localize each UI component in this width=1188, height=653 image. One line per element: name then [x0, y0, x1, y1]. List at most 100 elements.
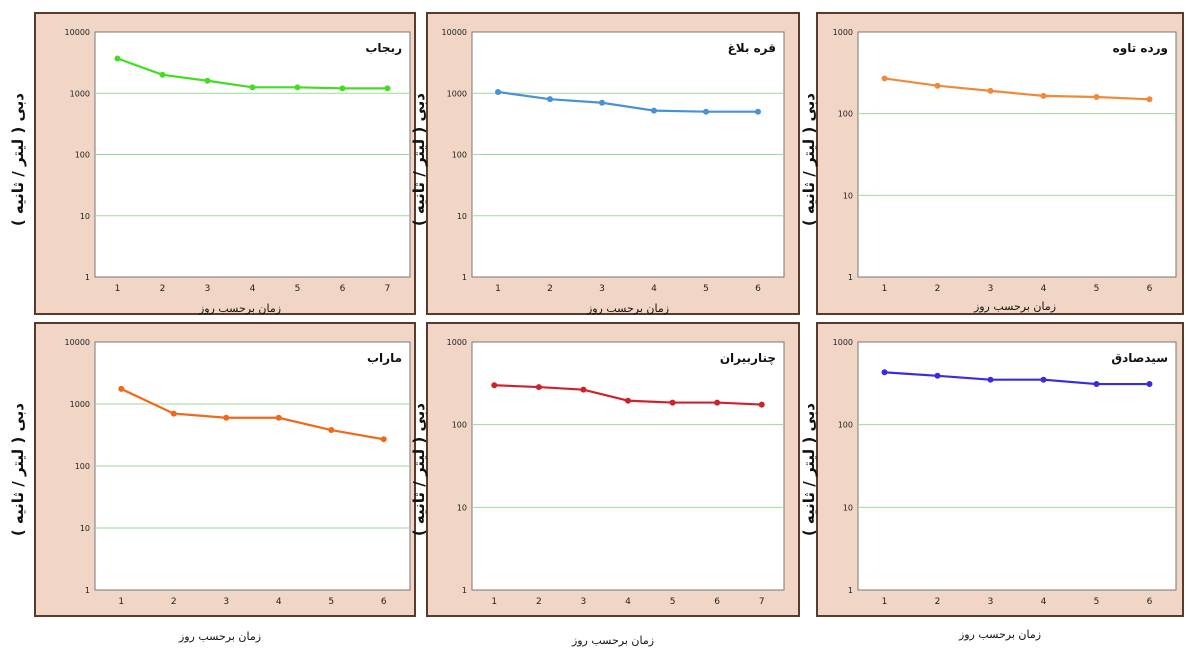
x-tick-label: 2 — [547, 284, 553, 294]
data-point — [987, 376, 994, 383]
x-tick-label: 2 — [935, 597, 941, 607]
chart-3: 1 10 100 1000 1 2 3 4 5 6 ورده تاوه زمان برحسب روز — [833, 28, 1177, 313]
data-point — [547, 96, 553, 103]
data-point — [714, 399, 721, 406]
y-tick-label: 1000 — [447, 338, 467, 347]
data-point — [339, 85, 346, 92]
chart-2: 1 10 100 1000 10000 1 2 3 4 5 6 قره بلاغ زمان برحسب … — [442, 28, 785, 315]
x-tick-label: 4 — [651, 284, 657, 294]
data-point — [114, 55, 121, 62]
x-tick-label: 4 — [1041, 284, 1047, 294]
x-tick-label: 6 — [714, 597, 720, 607]
data-point — [755, 108, 761, 115]
x-axis-label: زمان برحسب روز — [586, 302, 669, 315]
data-point — [249, 84, 256, 91]
chart-5: 1 10 100 1000 1 2 3 4 5 6 7 چناربیران — [447, 338, 785, 607]
y-tick-label: 10000 — [65, 338, 90, 347]
data-point — [1093, 381, 1100, 388]
data-point — [758, 401, 765, 408]
y-tick-label: 100 — [452, 421, 467, 430]
y-tick-label: 10 — [457, 212, 467, 221]
x-tick-label: 1 — [882, 597, 888, 607]
plot-area — [857, 31, 1177, 278]
data-point — [223, 414, 230, 421]
x-tick-label: 2 — [160, 284, 166, 294]
x-tick-label: 3 — [988, 284, 994, 294]
chart-6: 1 10 100 1000 1 2 3 4 5 6 سیدصادق — [833, 338, 1177, 607]
x-tick-label: 2 — [171, 597, 177, 607]
x-tick-label: 1 — [118, 597, 124, 607]
data-point — [934, 82, 941, 89]
x-tick-label: 4 — [250, 284, 256, 294]
data-point — [1146, 96, 1153, 103]
chart-title: چناربیران — [720, 351, 776, 365]
data-point — [204, 77, 211, 84]
x-tick-label: 6 — [755, 284, 761, 294]
data-point — [1040, 376, 1047, 383]
y-tick-label: 100 — [838, 421, 853, 430]
data-point — [934, 372, 941, 379]
x-tick-label: 2 — [935, 284, 941, 294]
data-point — [294, 84, 301, 91]
x-tick-label: 6 — [340, 284, 346, 294]
x-tick-label: 5 — [703, 284, 709, 294]
x-tick-label: 4 — [1041, 597, 1047, 607]
data-point — [669, 399, 676, 406]
x-tick-label: 5 — [670, 597, 676, 607]
y-tick-label: 10000 — [65, 28, 90, 37]
series-line — [497, 90, 758, 113]
x-tick-label: 4 — [625, 597, 631, 607]
x-tick-label: 5 — [1094, 597, 1100, 607]
data-point — [599, 99, 605, 106]
data-point — [1040, 92, 1047, 99]
y-tick-label: 1000 — [833, 338, 853, 347]
x-axis-label: زمان برحسب روز — [973, 300, 1056, 313]
x-tick-label: 1 — [495, 284, 501, 294]
data-point — [384, 85, 391, 92]
chart-1: 1 10 100 1000 10000 1 2 3 4 5 6 7 ربجاب زمان برحسب رو… — [65, 28, 411, 315]
x-tick-label: 6 — [1147, 597, 1153, 607]
x-tick-label: 5 — [328, 597, 334, 607]
series-line — [884, 77, 1150, 101]
series-line — [884, 371, 1150, 386]
chart-title: ورده تاوه — [1113, 41, 1168, 56]
y-tick-label: 100 — [838, 110, 853, 119]
y-tick-label: 1 — [85, 586, 90, 595]
chart-title: سیدصادق — [1111, 351, 1168, 365]
data-point — [118, 385, 125, 392]
data-point — [580, 386, 587, 393]
x-tick-label: 4 — [276, 597, 282, 607]
y-tick-label: 1 — [848, 586, 853, 595]
data-point — [987, 87, 994, 94]
x-tick-label: 3 — [599, 284, 605, 294]
x-axis-label: زمان برحسب روز — [571, 634, 655, 647]
data-point — [535, 384, 542, 391]
x-tick-label: 2 — [536, 597, 542, 607]
x-tick-label: 3 — [205, 284, 211, 294]
x-tick-label: 3 — [581, 597, 587, 607]
x-tick-label: 5 — [295, 284, 301, 294]
data-point — [159, 71, 166, 78]
y-tick-label: 1 — [462, 273, 467, 282]
y-tick-label: 1 — [85, 273, 90, 282]
data-point — [703, 108, 709, 115]
x-tick-label: 1 — [882, 284, 888, 294]
y-tick-label: 1000 — [447, 89, 467, 98]
chart-title: ربجاب — [365, 41, 402, 55]
data-point — [491, 382, 498, 389]
y-tick-label: 10 — [843, 503, 853, 512]
chart-title: ماراب — [367, 351, 402, 365]
y-tick-label: 10000 — [442, 28, 467, 37]
x-axis-label: زمان برحسب روز — [958, 628, 1042, 641]
data-point — [380, 436, 387, 443]
data-point — [170, 410, 177, 417]
x-tick-label: 3 — [223, 597, 229, 607]
y-tick-label: 10 — [843, 191, 853, 200]
data-point — [1146, 381, 1153, 388]
y-tick-label: 1000 — [833, 28, 853, 37]
x-tick-label: 6 — [1147, 284, 1153, 294]
data-point — [495, 88, 501, 95]
chart-4: 1 10 100 1000 10000 1 2 3 4 5 6 ماراب — [65, 338, 411, 607]
y-tick-label: 1000 — [70, 89, 90, 98]
